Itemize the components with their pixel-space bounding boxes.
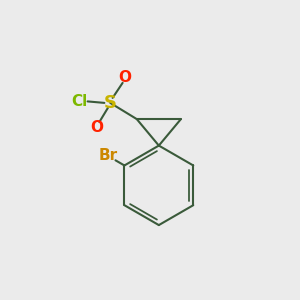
Text: O: O: [91, 119, 103, 134]
Text: S: S: [104, 94, 117, 112]
Text: Br: Br: [98, 148, 117, 164]
Text: O: O: [118, 70, 131, 86]
Text: Cl: Cl: [71, 94, 88, 109]
